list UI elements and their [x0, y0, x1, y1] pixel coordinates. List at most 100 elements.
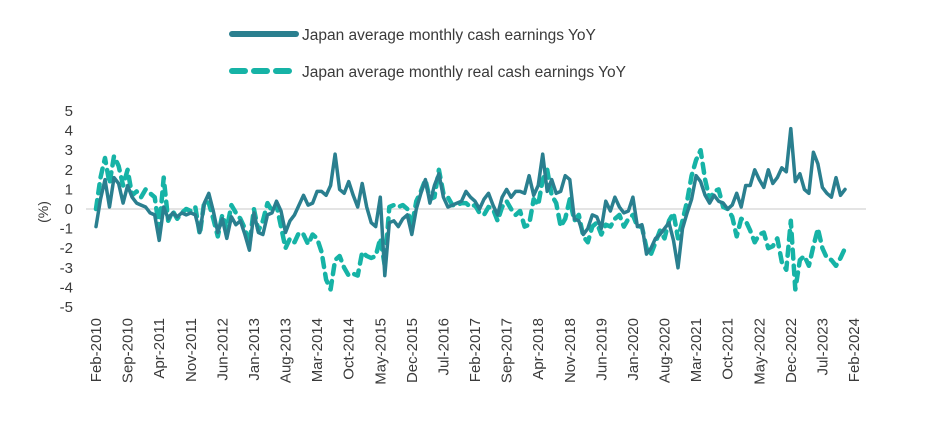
data-point — [686, 200, 688, 202]
data-point — [311, 202, 313, 204]
data-point — [302, 233, 304, 235]
data-point — [478, 208, 480, 210]
y-tick-label: -2 — [60, 240, 73, 257]
data-point — [361, 182, 363, 184]
data-point — [618, 214, 620, 216]
x-tick-label: Aug-2020 — [657, 318, 674, 383]
x-tick-label: Sep-2010 — [120, 318, 137, 383]
data-point — [600, 227, 602, 229]
data-point — [117, 165, 119, 167]
data-point — [424, 178, 426, 180]
data-point — [442, 196, 444, 198]
data-point — [230, 216, 232, 218]
data-point — [235, 212, 237, 214]
x-tick-label: Sep-2017 — [499, 318, 516, 383]
data-point — [329, 184, 331, 186]
x-tick-label: Dec-2022 — [783, 318, 800, 383]
data-point — [663, 237, 665, 239]
data-point — [736, 192, 738, 194]
data-point — [144, 206, 146, 208]
data-point — [163, 206, 165, 208]
data-point — [415, 208, 417, 210]
data-point — [429, 202, 431, 204]
data-point — [591, 225, 593, 227]
data-point — [185, 208, 187, 210]
data-point — [126, 169, 128, 171]
data-point — [194, 214, 196, 216]
data-point — [311, 233, 313, 235]
y-tick-label: 3 — [65, 142, 73, 159]
data-point — [117, 182, 119, 184]
data-point — [329, 288, 331, 290]
data-point — [717, 200, 719, 202]
data-point — [122, 184, 124, 186]
data-point — [632, 196, 634, 198]
data-point — [803, 255, 805, 257]
data-point — [794, 288, 796, 290]
data-point — [533, 198, 535, 200]
data-point — [808, 192, 810, 194]
data-point — [830, 196, 832, 198]
data-point — [776, 237, 778, 239]
data-point — [357, 274, 359, 276]
data-point — [181, 212, 183, 214]
data-point — [505, 200, 507, 202]
data-point — [713, 194, 715, 196]
data-point — [754, 169, 756, 171]
data-point — [821, 247, 823, 249]
data-point — [352, 273, 354, 275]
data-point — [451, 204, 453, 206]
data-point — [781, 167, 783, 169]
x-tick-label: Oct-2014 — [341, 318, 358, 380]
data-point — [695, 175, 697, 177]
data-point — [158, 239, 160, 241]
data-point — [763, 186, 765, 188]
data-point — [523, 225, 525, 227]
data-point — [722, 202, 724, 204]
data-point — [560, 225, 562, 227]
data-point — [695, 159, 697, 161]
data-point — [126, 184, 128, 186]
data-point — [384, 274, 386, 276]
y-tick-label: 5 — [65, 103, 73, 120]
data-point — [388, 222, 390, 224]
data-point — [447, 196, 449, 198]
data-point — [266, 214, 268, 216]
data-point — [528, 175, 530, 177]
x-tick-label: May-2015 — [372, 318, 389, 385]
data-point — [596, 216, 598, 218]
data-point — [830, 259, 832, 261]
data-point — [677, 267, 679, 269]
data-point — [740, 206, 742, 208]
x-tick-label: Jun-2019 — [593, 318, 610, 381]
data-point — [456, 202, 458, 204]
data-point — [144, 188, 146, 190]
data-point — [393, 220, 395, 222]
x-tick-label: Dec-2015 — [404, 318, 421, 383]
data-point — [154, 196, 156, 198]
data-point — [338, 255, 340, 257]
data-point — [221, 214, 223, 216]
data-point — [745, 220, 747, 222]
data-point — [699, 180, 701, 182]
data-point — [826, 257, 828, 259]
data-point — [533, 194, 535, 196]
data-point — [794, 180, 796, 182]
y-tick-label: 4 — [65, 123, 73, 140]
data-point — [790, 220, 792, 222]
data-point — [357, 206, 359, 208]
data-point — [677, 237, 679, 239]
data-point — [690, 175, 692, 177]
data-point — [298, 231, 300, 233]
x-tick-label: Jun-2012 — [214, 318, 231, 381]
data-point — [609, 225, 611, 227]
data-point — [271, 212, 273, 214]
data-point — [496, 220, 498, 222]
data-point — [203, 202, 205, 204]
data-point — [537, 184, 539, 186]
data-point — [465, 190, 467, 192]
data-point — [163, 176, 165, 178]
x-tick-label: Nov-2011 — [183, 318, 200, 382]
data-point — [510, 208, 512, 210]
data-point — [731, 216, 733, 218]
